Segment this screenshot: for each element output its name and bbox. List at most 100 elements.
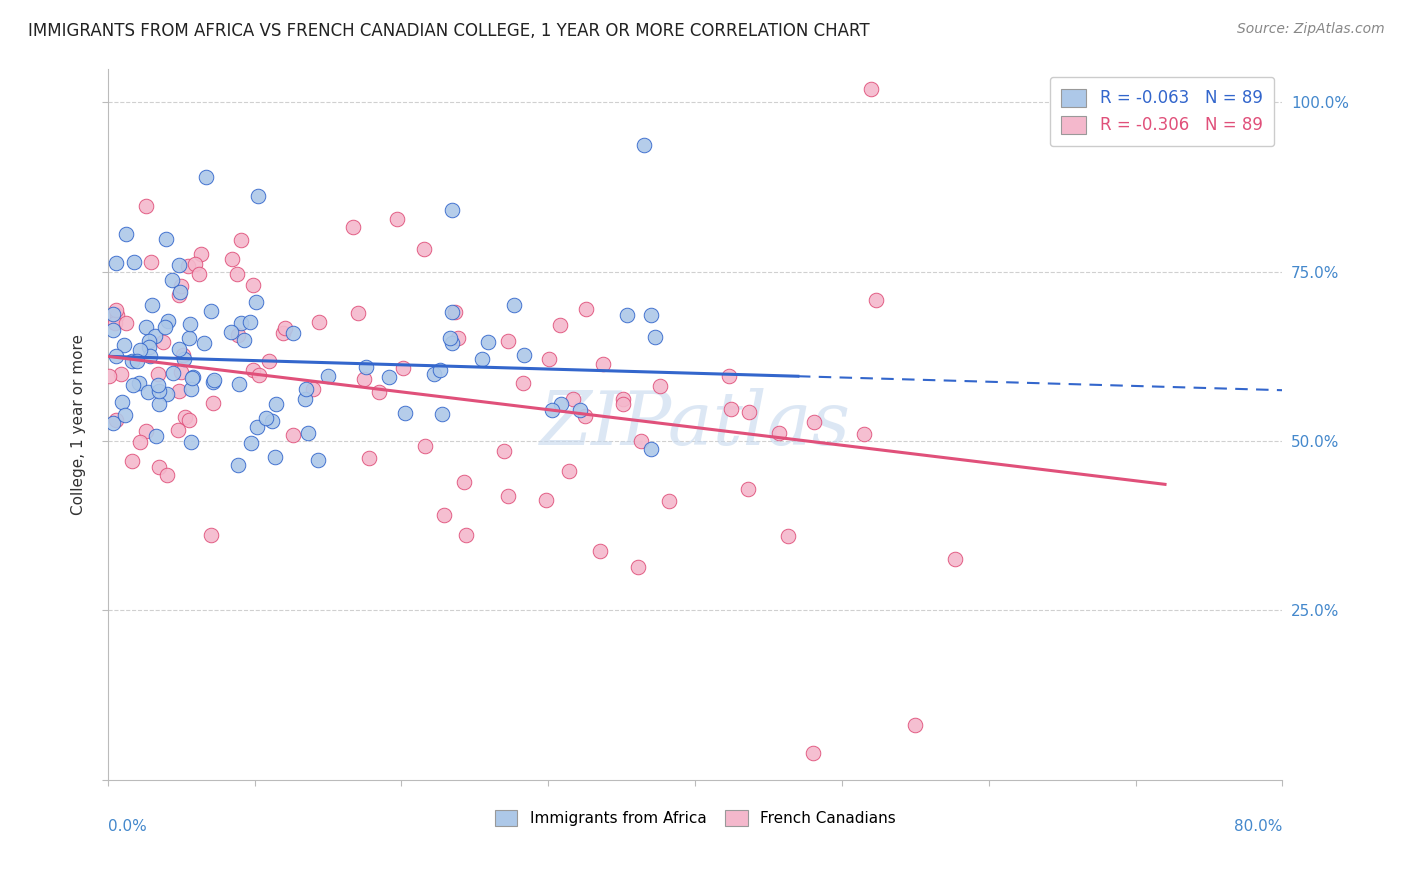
Point [502,297,524,311]
Point [308,315,330,329]
Point [229,316,252,330]
Point [169,285,191,300]
Point [145,428,167,442]
Point [193,335,215,350]
Point [246,189,269,203]
Point [105,308,128,322]
Point [138,340,160,354]
Point [135,424,157,438]
Point [143,329,166,343]
Point [413,243,436,257]
Point [179,317,201,331]
Point [254,410,277,425]
Point [538,351,561,366]
Point [239,314,262,328]
Point [548,318,571,333]
Point [302,383,325,397]
Point [658,493,681,508]
Point [105,412,128,426]
Point [803,415,825,429]
Point [356,359,378,374]
Point [262,413,284,427]
Point [201,375,224,389]
Point [477,334,499,349]
Point [177,259,200,273]
Point [148,368,170,382]
Point [122,255,145,269]
Point [413,439,436,453]
Point [226,458,249,472]
Point [737,483,759,497]
Point [121,354,143,368]
Point [180,382,202,396]
Point [720,402,742,417]
Point [170,278,193,293]
Point [904,718,927,732]
Point [122,378,145,392]
Point [492,444,515,458]
Point [630,434,652,449]
Point [104,317,127,331]
Point [167,258,190,272]
Point [184,257,207,271]
Point [226,267,249,281]
Point [273,321,295,335]
Point [943,551,966,566]
Point [174,409,197,424]
Point [776,529,799,543]
Point [626,559,648,574]
Point [281,428,304,442]
Point [181,369,204,384]
Point [115,227,138,242]
Point [219,326,242,340]
Point [111,395,134,409]
Point [201,396,224,410]
Point [316,368,339,383]
Point [233,333,256,347]
Point [156,314,179,328]
Text: 0.0%: 0.0% [108,819,146,834]
Point [110,368,132,382]
Point [558,464,581,478]
Point [177,331,200,345]
Legend: Immigrants from Africa, French Canadians: Immigrants from Africa, French Canadians [488,804,901,832]
Point [229,234,252,248]
Point [148,397,170,411]
Point [141,298,163,312]
Point [768,425,790,440]
Point [648,379,671,393]
Point [105,256,128,270]
Point [190,247,212,261]
Point [169,384,191,398]
Point [112,338,135,352]
Point [353,372,375,386]
Point [148,384,170,398]
Point [167,288,190,302]
Point [152,334,174,349]
Point [297,425,319,440]
Point [738,405,761,419]
Point [612,397,634,411]
Point [98,369,121,384]
Point [568,403,591,417]
Point [128,434,150,449]
Point [135,320,157,334]
Point [115,316,138,330]
Point [194,170,217,185]
Point [429,363,451,377]
Point [644,330,666,344]
Point [430,407,453,421]
Point [640,308,662,322]
Point [550,396,572,410]
Point [167,343,190,357]
Point [612,392,634,407]
Text: IMMIGRANTS FROM AFRICA VS FRENCH CANADIAN COLLEGE, 1 YEAR OR MORE CORRELATION CH: IMMIGRANTS FROM AFRICA VS FRENCH CANADIA… [28,22,870,40]
Point [173,351,195,366]
Point [294,392,316,406]
Point [179,413,201,427]
Point [439,331,461,345]
Point [221,252,243,266]
Point [717,369,740,384]
Point [247,368,270,383]
Point [853,427,876,442]
